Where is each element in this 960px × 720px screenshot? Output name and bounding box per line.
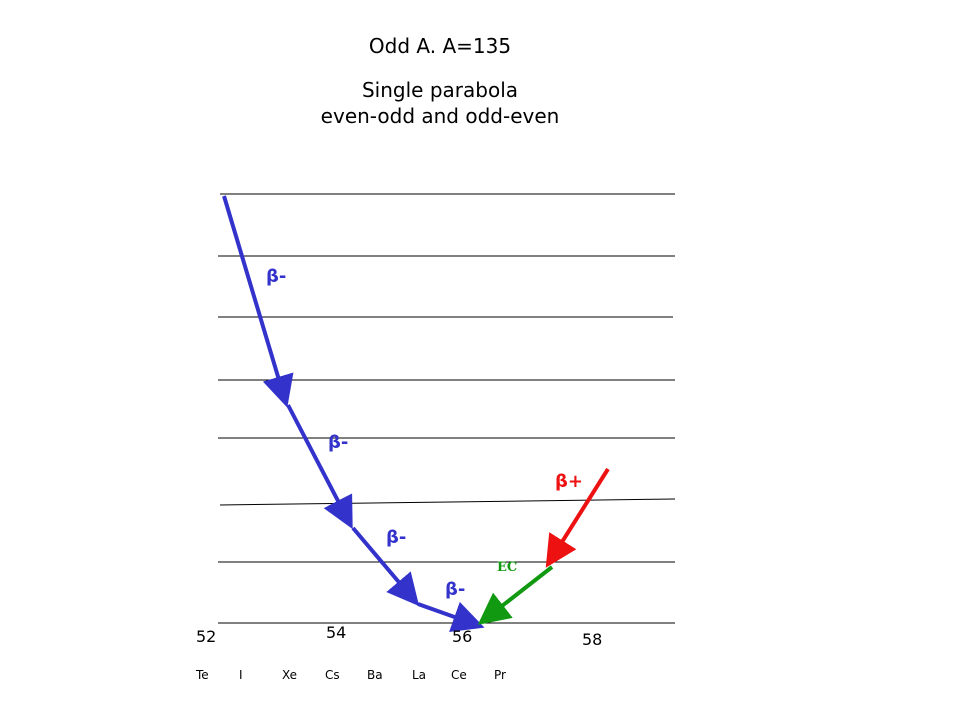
- beta-minus-label: β-: [328, 432, 348, 453]
- subtitle-line-2: even-odd and odd-even: [320, 104, 560, 128]
- element-symbol: Cs: [325, 668, 340, 682]
- ec-arrow: [477, 565, 554, 625]
- beta-minus-label: β-: [266, 266, 286, 287]
- energy-levels: [218, 193, 676, 624]
- element-symbol: Te: [195, 668, 209, 682]
- ec-label: EC: [497, 560, 517, 575]
- subtitle-line-1: Single parabola: [361, 78, 518, 102]
- beta-minus-label: β-: [386, 527, 406, 548]
- beta-minus-label: β-: [445, 579, 465, 600]
- z-label: 58: [582, 630, 602, 649]
- beta-minus-arrow: [417, 601, 485, 633]
- element-symbol: I: [239, 668, 243, 682]
- beta-minus-chain: [222, 195, 485, 633]
- element-symbol: Ce: [451, 668, 467, 682]
- element-symbol: Xe: [282, 668, 297, 682]
- beta-minus-arrow: [286, 404, 353, 530]
- z-label: 54: [326, 623, 346, 642]
- energy-line: [219, 498, 676, 506]
- beta-plus-arrow: [545, 467, 610, 568]
- element-symbol: Pr: [494, 668, 506, 682]
- z-label: 56: [452, 627, 472, 646]
- element-symbols: Te I Xe Cs Ba La Ce Pr: [195, 668, 506, 682]
- beta-minus-arrow: [351, 526, 420, 607]
- element-symbol: Ba: [367, 668, 383, 682]
- element-symbol: La: [412, 668, 426, 682]
- z-label: 52: [196, 627, 216, 646]
- beta-plus-label: β+: [555, 471, 583, 492]
- slide-title: Odd A. A=135: [368, 34, 512, 58]
- beta-minus-arrow: [222, 195, 294, 408]
